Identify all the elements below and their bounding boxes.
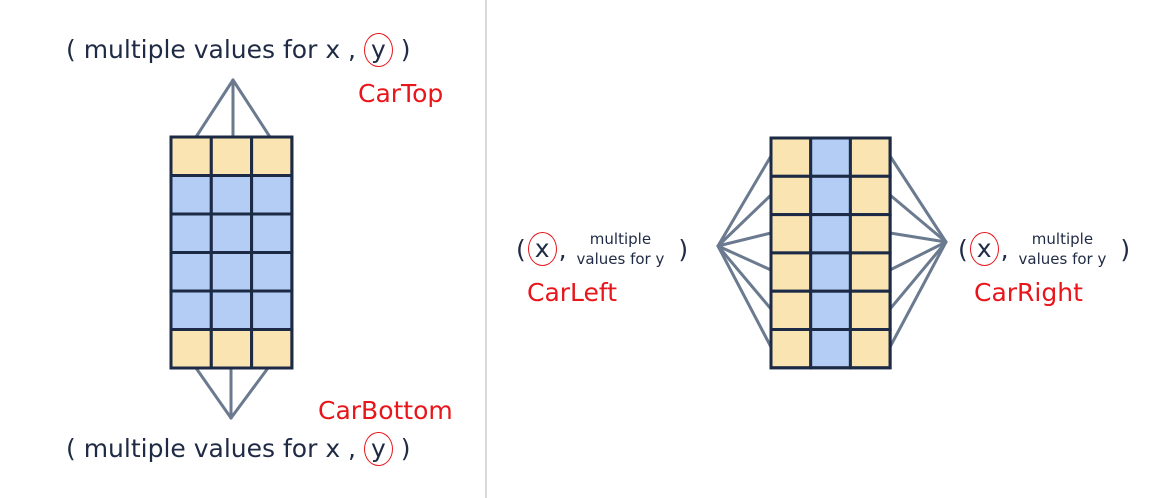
right-grid-cell-r0-c0 bbox=[769, 136, 813, 178]
left-grid-cell-r1-c0 bbox=[169, 174, 213, 216]
right-grid-cell-r2-c0 bbox=[769, 213, 813, 255]
left-grid-cell-r3-c0 bbox=[169, 251, 213, 293]
right-grid-cell-r5-c1 bbox=[809, 328, 852, 370]
connector-lines bbox=[194, 78, 948, 420]
right-comma: , bbox=[1000, 234, 1009, 264]
bottom-connector-2 bbox=[229, 366, 270, 420]
left-comma: , bbox=[558, 234, 567, 264]
right-grid-cell-r4-c0 bbox=[769, 289, 813, 332]
left-connector-3 bbox=[716, 244, 773, 272]
right-grid-cell-r3-c2 bbox=[848, 251, 892, 293]
left-connector-0 bbox=[716, 154, 773, 248]
right-connector-1 bbox=[888, 193, 948, 244]
left-connector-1 bbox=[716, 193, 773, 248]
grid-cartop-carbottom bbox=[169, 135, 294, 370]
left-grid-cell-r4-c1 bbox=[209, 289, 254, 331]
right-grid-cell-r4-c1 bbox=[809, 289, 852, 332]
right-connector-5 bbox=[888, 240, 948, 349]
right-open-paren: ( bbox=[958, 234, 968, 264]
left-open-paren: ( bbox=[516, 234, 526, 264]
left-grid-cell-r5-c2 bbox=[250, 328, 294, 370]
right-grid-cell-r1-c2 bbox=[848, 174, 892, 217]
right-multiple-values: multiple values for y bbox=[1019, 229, 1107, 269]
carbottom-label: CarBottom bbox=[318, 396, 453, 425]
left-grid-cell-r1-c1 bbox=[209, 174, 254, 216]
left-grid-border bbox=[169, 135, 294, 370]
right-grid-cell-r4-c2 bbox=[848, 289, 892, 332]
right-grid-cell-r1-c0 bbox=[769, 174, 813, 217]
right-grid-cell-r2-c1 bbox=[809, 213, 852, 255]
carleft-label: CarLeft bbox=[527, 278, 618, 307]
right-grid-cell-r0-c2 bbox=[848, 136, 892, 178]
right-grid-cell-r0-c1 bbox=[809, 136, 852, 178]
left-connector-4 bbox=[716, 244, 773, 311]
right-multiple-line2: values for y bbox=[1018, 250, 1107, 268]
top-y-circled: y bbox=[363, 33, 393, 67]
right-connector-4 bbox=[888, 240, 948, 311]
left-grid-cell-r2-c2 bbox=[250, 212, 294, 254]
left-grid-cell-r2-c1 bbox=[209, 212, 254, 254]
right-grid-cell-r2-c2 bbox=[848, 213, 892, 255]
right-grid-cell-r5-c0 bbox=[769, 328, 813, 370]
bottom-tuple-suffix: ) bbox=[400, 434, 411, 463]
right-connector-0 bbox=[888, 154, 948, 244]
right-multiple-line1: multiple bbox=[1031, 230, 1094, 248]
left-multiple-values: multiple values for y bbox=[577, 229, 665, 269]
right-close-paren: ) bbox=[1120, 234, 1131, 264]
left-grid-cell-r4-c2 bbox=[250, 289, 294, 331]
right-connector-3 bbox=[888, 240, 948, 272]
right-tuple-label: ( x , multiple values for y ) bbox=[958, 229, 1130, 269]
grid-carleft-carright bbox=[769, 136, 892, 370]
top-connector-0 bbox=[194, 78, 235, 139]
bottom-tuple-label: ( multiple values for x , y ) bbox=[66, 432, 410, 466]
left-tuple-label: ( x , multiple values for y ) bbox=[516, 229, 688, 269]
bottom-y-circled: y bbox=[363, 432, 393, 466]
left-grid-cell-r4-c0 bbox=[169, 289, 213, 331]
carright-label: CarRight bbox=[974, 278, 1083, 307]
left-grid-cell-r0-c2 bbox=[250, 135, 294, 177]
left-connector-2 bbox=[716, 231, 773, 248]
left-multiple-line2: values for y bbox=[576, 250, 665, 268]
top-connector-2 bbox=[231, 78, 272, 139]
top-tuple-prefix: ( multiple values for x , bbox=[66, 35, 357, 64]
left-x-circled: x bbox=[527, 232, 557, 266]
left-grid-cell-r3-c2 bbox=[250, 251, 294, 293]
bottom-connector-0 bbox=[194, 366, 233, 420]
left-close-paren: ) bbox=[678, 234, 689, 264]
left-grid-cell-r0-c0 bbox=[169, 135, 213, 177]
left-connector-5 bbox=[716, 244, 773, 349]
cartop-label: CarTop bbox=[358, 79, 444, 108]
left-grid-cell-r5-c0 bbox=[169, 328, 213, 370]
right-connector-2 bbox=[888, 231, 948, 244]
right-grid-cell-r5-c2 bbox=[848, 328, 892, 370]
left-grid-cell-r5-c1 bbox=[209, 328, 254, 370]
right-grid-cell-r1-c1 bbox=[809, 174, 852, 217]
left-grid-cell-r3-c1 bbox=[209, 251, 254, 293]
left-grid-cell-r1-c2 bbox=[250, 174, 294, 216]
left-multiple-line1: multiple bbox=[589, 230, 652, 248]
top-tuple-label: ( multiple values for x , y ) bbox=[66, 33, 410, 67]
left-grid-cell-r2-c0 bbox=[169, 212, 213, 254]
bottom-tuple-prefix: ( multiple values for x , bbox=[66, 434, 357, 463]
right-grid-cell-r3-c1 bbox=[809, 251, 852, 293]
right-x-circled: x bbox=[969, 232, 999, 266]
left-grid-cell-r0-c1 bbox=[209, 135, 254, 177]
top-tuple-suffix: ) bbox=[400, 35, 411, 64]
right-grid-cell-r3-c0 bbox=[769, 251, 813, 293]
right-grid-border bbox=[769, 136, 892, 370]
